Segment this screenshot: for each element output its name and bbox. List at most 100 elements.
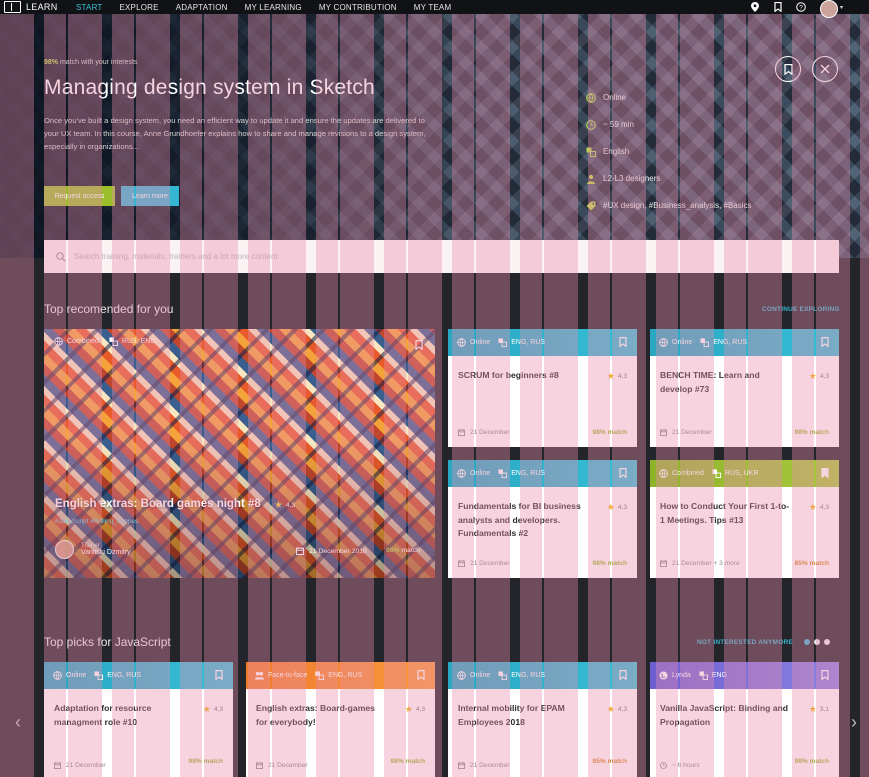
card-bookmark-button[interactable] [619, 670, 627, 682]
card-format: Online [659, 338, 692, 347]
card-bookmark-button[interactable] [821, 670, 829, 682]
card-format: Online [457, 338, 490, 347]
help-icon[interactable]: ? [796, 2, 806, 12]
card-rating: ★ 4,3 [203, 704, 223, 715]
hero-meta: Online ~ 59 min English L2-L3 designers … [585, 84, 752, 219]
card-format-text: Online [470, 339, 491, 346]
carousel-dot[interactable] [814, 639, 820, 645]
hero-description: Once you've built a design system, you n… [44, 116, 426, 151]
card-format-text: Lynda [672, 672, 691, 679]
course-card[interactable]: Online ENG, RUS Internal mobility for EP… [448, 662, 637, 777]
card-format-text: Online [470, 470, 491, 477]
bookmark-icon[interactable] [773, 2, 783, 12]
trainer-label: Trainer [81, 543, 100, 549]
course-card[interactable]: Online ENG, RUS SCRUM for beginners #8 ★… [448, 329, 637, 447]
card-bookmark-button[interactable] [821, 337, 829, 349]
chevron-down-icon[interactable]: ▾ [839, 4, 843, 11]
user-avatar[interactable] [819, 0, 838, 18]
carousel-dot[interactable] [804, 639, 810, 645]
featured-rating: ★ 4,3 [274, 500, 295, 511]
star-icon: ★ [808, 704, 817, 714]
translate-icon [94, 671, 104, 680]
bookmark-icon [417, 670, 425, 681]
person-icon [585, 173, 596, 184]
svg-text:?: ? [799, 4, 803, 11]
meta-language: English [585, 138, 752, 165]
featured-format-text: Combined [67, 338, 99, 345]
bookmark-icon [619, 337, 627, 348]
course-card[interactable]: Online ENG, RUS Adaptation for resource … [44, 662, 233, 777]
section-title-javascript: Top picks for JavaScript [44, 635, 171, 649]
featured-languages-text: RUS, ENG [121, 338, 156, 345]
card-bookmark-button[interactable] [619, 337, 627, 349]
card-bookmark-button[interactable] [417, 670, 425, 682]
card-languages: ENG, RUS [700, 338, 747, 347]
logo[interactable]: LEARN [0, 1, 76, 13]
nav-item-my-learning[interactable]: MY LEARNING [244, 2, 302, 12]
card-title[interactable]: Vanilla JavaScript: Binding and Propagat… [660, 703, 788, 727]
learn-more-button[interactable]: Learn more [121, 186, 179, 206]
trainer-name: Vanitski Dzmitry [81, 549, 131, 556]
featured-card[interactable]: Combined RUS, ENG English extras: Board … [44, 329, 435, 578]
request-access-button[interactable]: Request access [44, 186, 115, 206]
continue-exploring-link[interactable]: CONTINUE EXPLORING [762, 306, 840, 313]
card-match: 98% match [592, 560, 627, 567]
carousel-prev-arrow[interactable]: ‹ [15, 712, 21, 732]
card-footer: 21 December 98% match [660, 429, 829, 436]
featured-title[interactable]: English extras: Board games night #8 [55, 498, 261, 510]
nav-item-explore[interactable]: EXPLORE [119, 2, 159, 12]
card-title[interactable]: Fundamentals for BI business analysts an… [458, 501, 581, 538]
card-date-text: 21 December [470, 429, 510, 436]
course-card[interactable]: Combined RUS, UKR How to Conduct Your Fi… [650, 460, 839, 578]
nav-item-adaptation[interactable]: ADAPTATION [175, 2, 228, 12]
globe-icon [457, 671, 466, 680]
hero-close-button[interactable] [812, 56, 838, 82]
globe-icon [457, 469, 466, 478]
calendar-icon [458, 761, 465, 769]
featured-tags[interactable]: #JavaScript #Rolling_Scopes [55, 518, 139, 525]
card-languages-text: ENG [711, 672, 727, 679]
meta-format-text: Online [603, 93, 627, 102]
card-title[interactable]: SCRUM for beginners #8 [458, 370, 559, 380]
course-card[interactable]: Online ENG, RUS Fundamentals for BI busi… [448, 460, 637, 578]
card-header: Online ENG, RUS [448, 329, 637, 356]
featured-bookmark-button[interactable] [415, 337, 423, 355]
not-interested-link[interactable]: NOT INTERESTED ANYMORE [697, 639, 793, 646]
card-match: 85% match [794, 560, 829, 567]
card-match: 85% match [592, 758, 627, 765]
top-nav: LEARN START EXPLORE ADAPTATION MY LEARNI… [0, 0, 869, 18]
course-card[interactable]: Lynda ENG Vanilla JavaScript: Binding an… [650, 662, 839, 777]
logo-text: LEARN [26, 2, 58, 12]
star-icon: ★ [606, 502, 615, 512]
card-rating: ★ 4,3 [809, 371, 829, 382]
location-icon[interactable] [750, 2, 760, 12]
card-footer: 21 December 98% match [458, 429, 627, 436]
card-bookmark-button[interactable] [821, 468, 829, 480]
card-date-extra[interactable]: + 3 more [713, 560, 740, 567]
trainer[interactable]: Trainer Vanitski Dzmitry [55, 540, 131, 559]
card-title[interactable]: Adaptation for resource managment role #… [54, 703, 152, 727]
meta-level-text: L2-L3 designers [603, 174, 661, 183]
card-title[interactable]: BENCH TIME: Learn and develop #73 [660, 370, 760, 394]
course-card[interactable]: Online ENG, RUS BENCH TIME: Learn and de… [650, 329, 839, 447]
nav-item-my-contribution[interactable]: MY CONTRIBUTION [318, 2, 397, 12]
course-card[interactable]: Face-to-face ENG, RUS English extras: Bo… [246, 662, 435, 777]
hero-match-text: match with your interests [59, 59, 138, 66]
hero-bookmark-button[interactable] [775, 56, 801, 82]
translate-icon [109, 337, 118, 346]
carousel-next-arrow[interactable]: › [851, 712, 857, 732]
card-bookmark-button[interactable] [215, 670, 223, 682]
card-date-text: 21 December [470, 761, 510, 769]
translate-icon [712, 469, 721, 478]
card-footer: 21 December + 3 more 85% match [660, 560, 829, 567]
carousel-dot[interactable] [824, 639, 830, 645]
card-title[interactable]: Internal mobility for EPAM Employees 201… [458, 703, 565, 727]
people-icon [255, 671, 264, 680]
card-title[interactable]: English extras: Board-games for everybod… [256, 703, 375, 727]
card-bookmark-button[interactable] [619, 468, 627, 480]
card-title[interactable]: How to Conduct Your First 1-to-1 Meeting… [660, 501, 790, 525]
search-input[interactable] [74, 252, 774, 261]
meta-duration: ~ 59 min [585, 111, 752, 138]
nav-item-start[interactable]: START [76, 2, 103, 12]
nav-item-my-team[interactable]: MY TEAM [413, 2, 452, 12]
